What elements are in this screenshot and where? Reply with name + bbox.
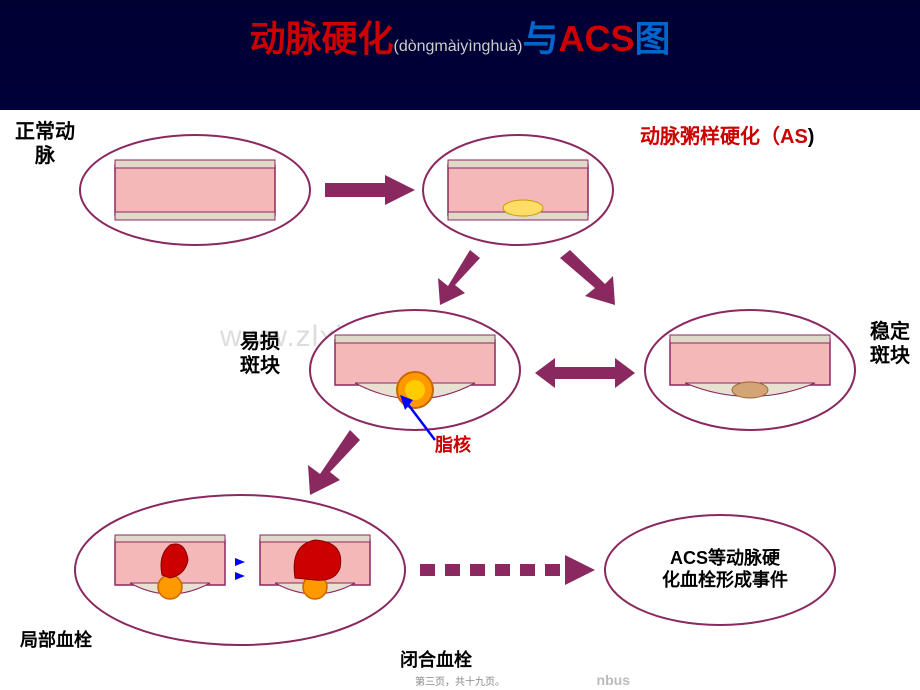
as-prefix: 动脉粥样硬化（ [640,126,780,148]
local-thrombus-label: 局部血栓 [20,630,92,652]
occlusive-thrombus-label: 闭合血栓 [400,650,472,672]
page-footer: 第三页，共十九页。 [415,673,505,688]
diagram-canvas: www.zlxin.com.cn [0,110,920,690]
atherosclerosis-label: 动脉粥样硬化（AS) [640,125,814,149]
acs-event-label: ACS等动脉硬 化血栓形成事件 [640,548,810,591]
title-part4: 图 [635,18,671,59]
title-part1: 动脉硬化 [249,18,393,59]
stable-plaque-label: 稳定 斑块 [865,320,915,368]
arrow-as-to-vulnerable [430,250,490,310]
title-pinyin: (dòngmàiyìnghuà) [394,38,523,55]
as-abbrev: AS [780,126,808,148]
slide-title: 动脉硬化(dòngmàiyìnghuà)与ACS图 [0,0,920,67]
arrow-normal-to-as [325,175,415,205]
arrow-as-to-stable [560,250,630,310]
arrow-vulnerable-stable-bidir [535,358,635,388]
brand-partial: nbus [597,672,630,688]
vulnerable-plaque-label: 易损 斑块 [230,330,290,378]
normal-artery-label: 正常动 脉 [10,120,80,168]
arrow-thrombus-to-acs [420,555,595,585]
title-part3: ACS [558,18,634,59]
thrombus-node [70,490,410,650]
atherosclerosis-node [418,130,618,250]
lipid-core-label: 脂核 [435,435,471,457]
as-suffix: ) [808,126,815,148]
stable-plaque-node [640,305,860,435]
normal-artery-node [75,130,315,250]
arrow-vulnerable-to-thrombus [300,430,370,500]
title-part2: 与 [522,18,558,59]
